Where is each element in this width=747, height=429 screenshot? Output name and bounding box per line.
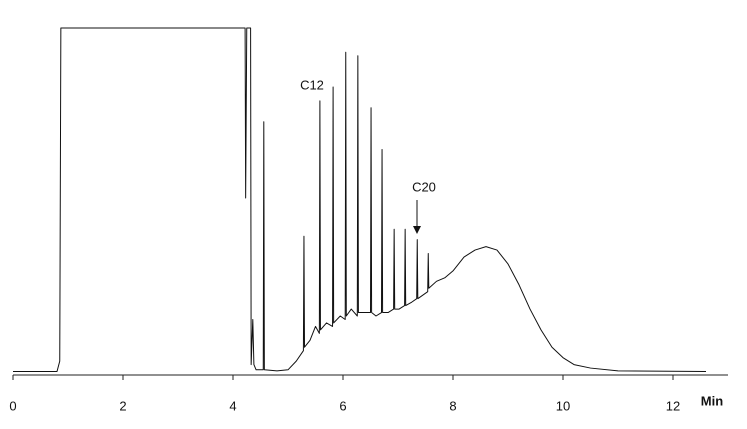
x-tick-label: 8 [449, 398, 456, 413]
x-tick-label: 12 [666, 398, 680, 413]
annotation-arrowhead [413, 226, 421, 234]
x-tick-label: 10 [556, 398, 570, 413]
x-tick-label: 0 [9, 398, 16, 413]
x-axis-label: Min [701, 393, 723, 408]
annotation: C20 [412, 179, 436, 194]
x-tick-label: 4 [229, 398, 236, 413]
chromatogram-line [13, 27, 707, 373]
x-tick-label: 6 [339, 398, 346, 413]
x-tick-label: 2 [119, 398, 126, 413]
annotation: C12 [300, 77, 324, 92]
